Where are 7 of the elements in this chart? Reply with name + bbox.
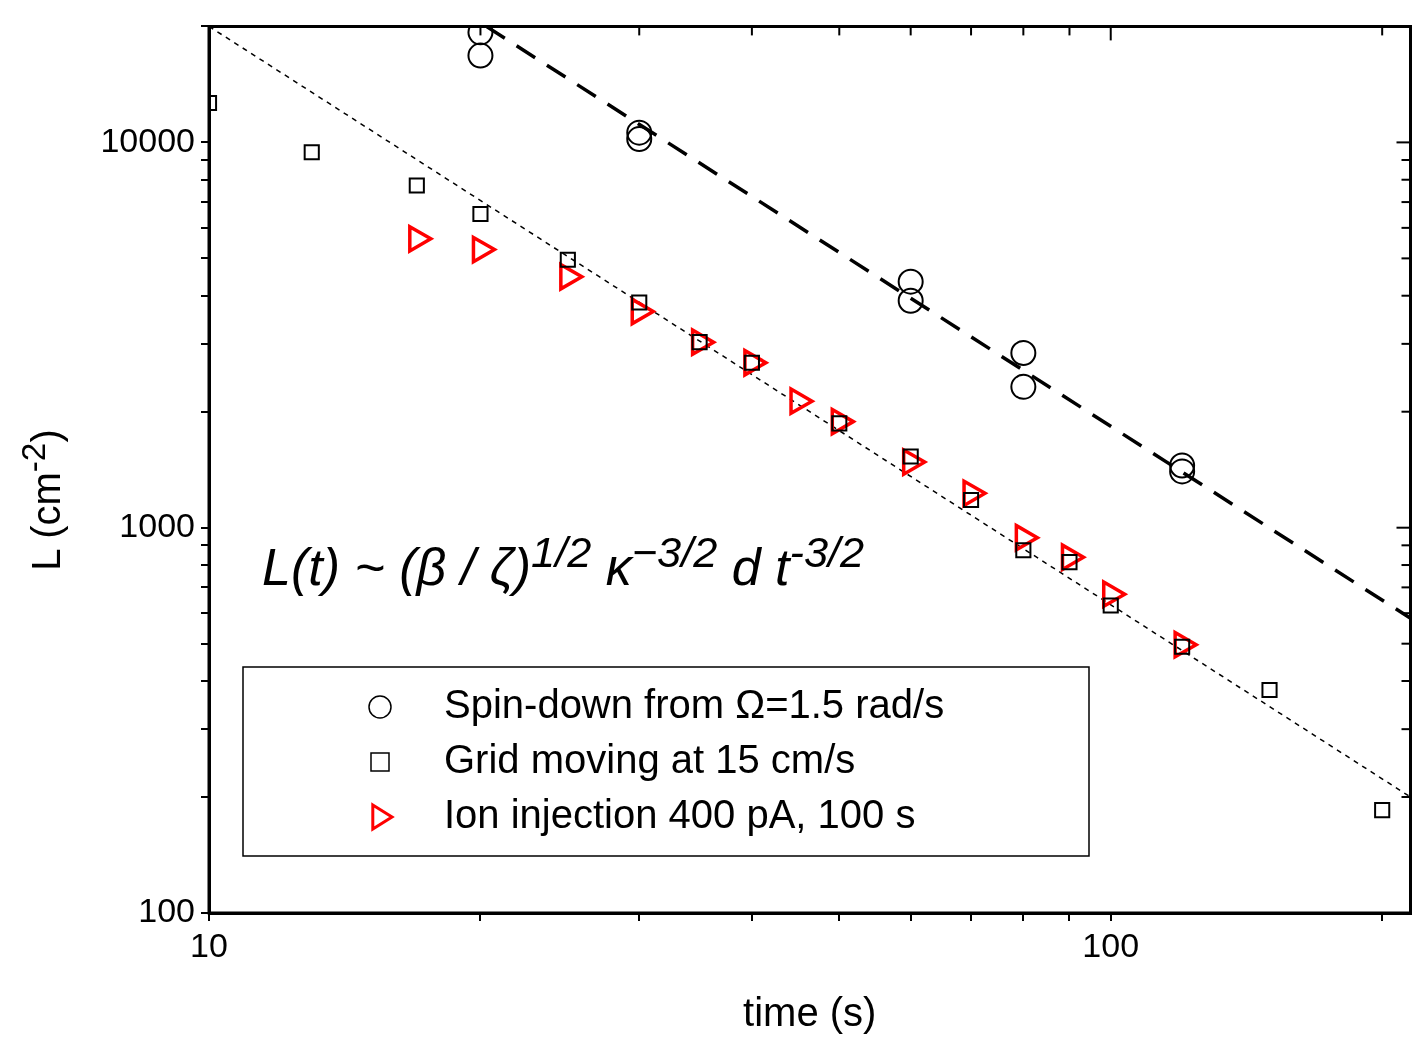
annotation: L(t) ~ (β / ζ)$^{1/2}$ κ$^{−3/2}$ d t$^{-3/2}$ (262, 528, 865, 598)
y-tick-label: 1000 (119, 506, 195, 545)
y-tick-label: 10000 (100, 120, 195, 159)
legend-label: Spin-down from Ω=1.5 rad/s (444, 682, 945, 727)
legend-label: Ion injection 400 pA, 100 s (444, 792, 916, 837)
x-axis-title: time (s) (743, 990, 877, 1035)
legend-label: Grid moving at 15 cm/s (444, 737, 856, 782)
